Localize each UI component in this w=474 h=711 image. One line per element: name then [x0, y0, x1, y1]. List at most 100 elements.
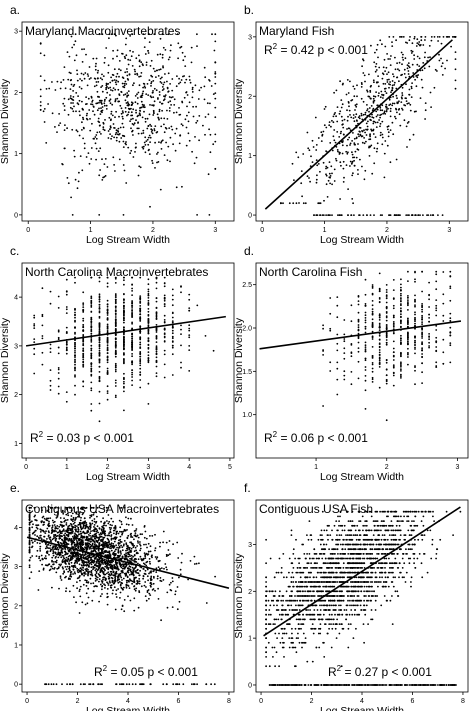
scatter-point [322, 130, 325, 133]
scatter-point [435, 304, 438, 307]
scatter-point [169, 100, 172, 103]
y-tick-label: 2 [14, 392, 18, 399]
scatter-point [180, 328, 182, 331]
scatter-point [404, 76, 407, 79]
scatter-point [302, 202, 305, 205]
scatter-point [364, 314, 367, 317]
scatter-point [421, 355, 423, 358]
scatter-point [362, 59, 365, 62]
scatter-point [350, 320, 353, 323]
scatter-point [99, 99, 102, 102]
scatter-point [382, 66, 385, 69]
scatter-point [79, 588, 81, 591]
scatter-point [96, 576, 99, 579]
panel-title: Contiguous USA Macroinvertebrates [25, 502, 219, 516]
scatter-point [131, 343, 134, 346]
scatter-point [131, 524, 134, 526]
scatter-point [375, 110, 378, 113]
scatter-point [125, 552, 127, 555]
scatter-point [188, 334, 191, 336]
scatter-point [157, 97, 159, 99]
scatter-point [396, 111, 398, 114]
scatter-point [389, 107, 392, 110]
scatter-point [74, 319, 76, 322]
scatter-point [139, 166, 142, 169]
x-axis-label: Log Stream Width [86, 705, 170, 711]
scatter-point [92, 529, 94, 532]
scatter-point [63, 66, 66, 68]
y-tick-label: 0 [248, 213, 252, 220]
scatter-point [114, 314, 117, 316]
scatter-point [112, 123, 115, 125]
scatter-point [67, 113, 70, 116]
scatter-point [98, 306, 101, 308]
scatter-point [57, 541, 59, 543]
scatter-point [191, 150, 194, 153]
scatter-point [99, 77, 102, 79]
scatter-point [449, 342, 452, 344]
scatter-point [65, 332, 68, 334]
scatter-point [114, 100, 117, 103]
scatter-point [378, 359, 381, 362]
scatter-point [327, 179, 330, 182]
scatter-point [383, 110, 386, 113]
scatter-point [408, 39, 411, 42]
scatter-point [83, 557, 86, 560]
scatter-point [358, 214, 360, 217]
scatter-point [130, 535, 133, 537]
scatter-point [170, 125, 173, 128]
scatter-point [50, 565, 53, 568]
scatter-point [107, 130, 110, 132]
scatter-point [450, 45, 452, 48]
scatter-point [392, 321, 395, 323]
scatter-point [106, 325, 109, 328]
regression-line [259, 320, 462, 350]
scatter-point [142, 145, 145, 148]
scatter-point [414, 78, 416, 81]
scatter-point [387, 135, 390, 138]
scatter-point [171, 316, 174, 319]
scatter-point [376, 108, 379, 111]
scatter-point [82, 363, 85, 366]
scatter-point [86, 73, 89, 75]
scatter-point [106, 355, 109, 358]
scatter-point [90, 547, 92, 550]
scatter-point [375, 115, 378, 118]
scatter-point [410, 52, 413, 54]
scatter-point [49, 389, 52, 391]
scatter-point [120, 544, 122, 547]
scatter-point [90, 323, 93, 325]
scatter-point [402, 36, 405, 38]
scatter-point [42, 567, 45, 570]
scatter-point [70, 35, 73, 38]
scatter-point [122, 111, 124, 114]
scatter-point [411, 82, 413, 84]
scatter-point [142, 129, 145, 132]
scatter-point [98, 359, 101, 362]
scatter-point [62, 102, 65, 105]
scatter-point [56, 525, 59, 527]
scatter-point [357, 303, 360, 306]
scatter-point [103, 560, 106, 562]
scatter-point [87, 574, 89, 577]
scatter-point [379, 106, 382, 109]
scatter-point [136, 534, 139, 537]
scatter-point [368, 107, 371, 109]
scatter-point [139, 386, 142, 389]
scatter-point [449, 344, 452, 347]
scatter-point [384, 83, 387, 85]
scatter-point [92, 57, 95, 60]
scatter-point [364, 344, 367, 347]
scatter-point [353, 95, 356, 98]
scatter-point [214, 106, 217, 109]
scatter-point [389, 83, 391, 86]
scatter-point [129, 560, 132, 563]
scatter-point [82, 556, 85, 558]
scatter-point [144, 53, 147, 55]
scatter-point [100, 101, 102, 104]
scatter-point [84, 553, 87, 556]
scatter-point [131, 363, 134, 366]
scatter-point [58, 124, 60, 127]
scatter-point [65, 513, 68, 516]
scatter-point [106, 299, 109, 302]
